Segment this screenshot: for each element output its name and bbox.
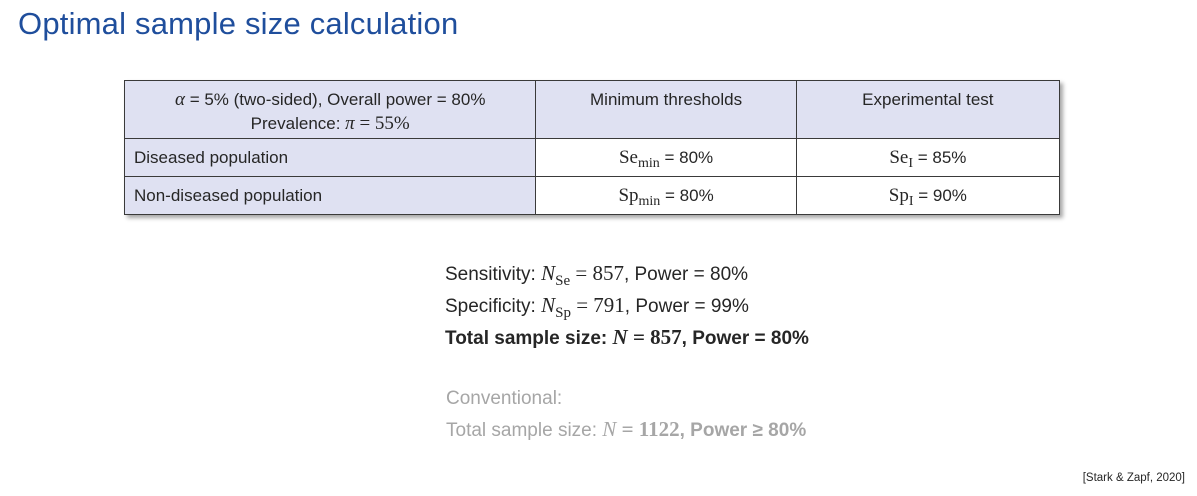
alpha-power-text: = 5% (two-sided), Overall power = 80% — [184, 90, 486, 109]
alpha-symbol: α — [174, 89, 185, 110]
citation: [Stark & Zapf, 2020] — [1082, 472, 1185, 484]
total-n-symbol: N — [612, 325, 628, 349]
header-parameters-line2: Prevalence: π = 55% — [125, 112, 535, 136]
total-power: , Power = 80% — [681, 328, 809, 349]
header-parameters-cell: α = 5% (two-sided), Overall power = 80% … — [123, 80, 537, 139]
se-min-value: = 80% — [659, 147, 714, 167]
se-i-value: = 85% — [912, 147, 967, 167]
thresholds-table: α = 5% (two-sided), Overall power = 80% … — [123, 80, 1061, 215]
specificity-n-value: = 791 — [570, 293, 625, 317]
total-label: Total sample size: — [445, 328, 613, 349]
pi-symbol: π — [345, 113, 355, 134]
specificity-power: , Power = 99% — [624, 296, 749, 317]
cell-sp-min: Spmin = 80% — [535, 176, 797, 215]
sensitivity-n-symbol: N — [541, 261, 556, 285]
se-min-base: Se — [618, 146, 638, 168]
total-result: Total sample size: N = 857, Power = 80% — [445, 322, 809, 354]
specificity-result: Specificity: NSp = 791, Power = 99% — [445, 290, 809, 322]
sensitivity-power: , Power = 80% — [623, 264, 749, 285]
sensitivity-n-value: = 857 — [570, 261, 624, 285]
prevalence-value: = 55% — [354, 113, 410, 134]
sensitivity-n-sub: Se — [555, 273, 571, 289]
conventional-total: Total sample size: N = 1122, Power ≥ 80% — [446, 414, 806, 446]
conventional-power: , Power ≥ 80% — [679, 420, 807, 441]
specificity-label: Specificity: — [445, 296, 542, 317]
conventional-total-label: Total sample size: — [446, 420, 603, 441]
table-header-row: α = 5% (two-sided), Overall power = 80% … — [123, 80, 1061, 139]
se-min-sub: min — [637, 155, 660, 171]
conventional-label: Conventional: — [446, 388, 563, 409]
sp-i-sub: I — [908, 193, 914, 209]
specificity-n-sub: Sp — [555, 305, 571, 321]
se-i-base: Se — [889, 146, 909, 168]
sp-i-base: Sp — [888, 184, 909, 206]
table-row-diseased: Diseased population Semin = 80% SeI = 85… — [123, 138, 1061, 177]
row-label-non-diseased: Non-diseased population — [123, 176, 537, 215]
conventional-n-value: = 1122 — [616, 417, 680, 441]
cell-sp-i: SpI = 90% — [795, 176, 1061, 215]
specificity-n-symbol: N — [541, 293, 556, 317]
header-minimum-thresholds: Minimum thresholds — [535, 80, 797, 139]
sp-min-base: Sp — [618, 184, 639, 206]
se-i-sub: I — [908, 155, 913, 171]
row-label-diseased: Diseased population — [123, 138, 537, 177]
sensitivity-label: Sensitivity: — [445, 264, 542, 285]
sp-min-value: = 80% — [660, 185, 714, 205]
sample-size-results: Sensitivity: NSe = 857, Power = 80% Spec… — [445, 258, 809, 354]
conventional-n-symbol: N — [602, 417, 617, 441]
sp-i-value: = 90% — [913, 185, 967, 205]
sp-min-sub: min — [638, 193, 661, 209]
table-row-non-diseased: Non-diseased population Spmin = 80% SpI … — [123, 176, 1061, 215]
page-title: Optimal sample size calculation — [18, 6, 459, 41]
prevalence-label: Prevalence: — [250, 114, 346, 133]
sensitivity-result: Sensitivity: NSe = 857, Power = 80% — [445, 258, 809, 290]
header-parameters-line1: α = 5% (two-sided), Overall power = 80% — [125, 88, 535, 112]
total-n-value: = 857 — [627, 325, 682, 349]
conventional-result: Conventional: Total sample size: N = 112… — [446, 384, 806, 446]
cell-se-min: Semin = 80% — [535, 138, 797, 177]
cell-se-i: SeI = 85% — [795, 138, 1061, 177]
header-experimental-test: Experimental test — [795, 80, 1061, 139]
